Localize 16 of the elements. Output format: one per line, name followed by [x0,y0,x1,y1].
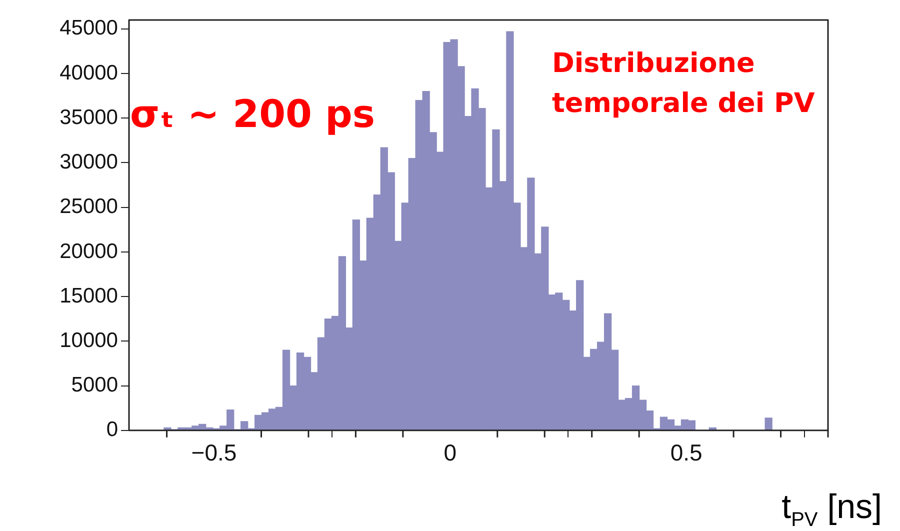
y-tick-label: 35000 [60,106,118,129]
y-tick-label: 0 [106,418,118,442]
y-tick-label: 25000 [60,195,118,218]
y-tick-label: 20000 [60,240,118,263]
x-tick-label: −0.5 [191,440,237,466]
annotation: σₜ ~ 200 ps [130,92,375,136]
x-tick-label: 0.5 [670,440,702,466]
y-tick-label: 5000 [71,374,118,397]
y-tick-label: 45000 [60,16,118,40]
annotation: Distribuzione temporale dei PV [552,47,815,121]
x-axis-title: t$_{PV}$ [ns] [782,488,882,531]
y-tick-label: 15000 [60,284,118,308]
y-tick-label: 30000 [60,150,118,174]
y-tick-label: 40000 [60,61,118,84]
x-tick-label: 0 [444,440,457,466]
y-tick-label: 10000 [60,328,118,352]
